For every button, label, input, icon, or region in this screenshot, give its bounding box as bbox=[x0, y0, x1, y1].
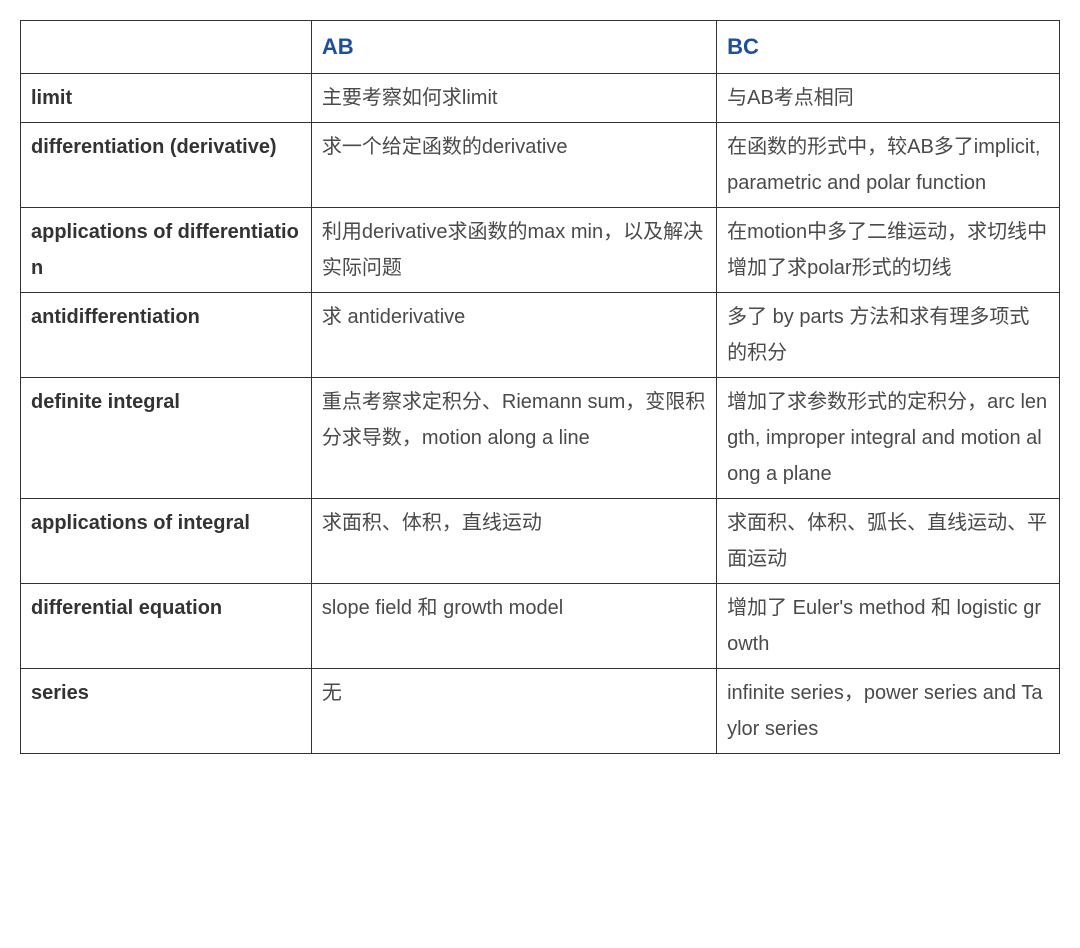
ab-cell: 求 antiderivative bbox=[311, 292, 716, 377]
table-row: applications of integral 求面积、体积，直线运动 求面积… bbox=[21, 498, 1060, 583]
bc-cell: 增加了 Euler's method 和 logistic growth bbox=[717, 583, 1060, 668]
bc-cell: 多了 by parts 方法和求有理多项式的积分 bbox=[717, 292, 1060, 377]
bc-cell: infinite series，power series and Taylor … bbox=[717, 668, 1060, 753]
ab-cell: 主要考察如何求limit bbox=[311, 73, 716, 122]
topic-cell: differentiation (derivative) bbox=[21, 122, 312, 207]
comparison-table: AB BC limit 主要考察如何求limit 与AB考点相同 differe… bbox=[20, 20, 1060, 754]
table-row: limit 主要考察如何求limit 与AB考点相同 bbox=[21, 73, 1060, 122]
table-row: series 无 infinite series，power series an… bbox=[21, 668, 1060, 753]
table-row: antidifferentiation 求 antiderivative 多了 … bbox=[21, 292, 1060, 377]
topic-cell: differential equation bbox=[21, 583, 312, 668]
topic-cell: series bbox=[21, 668, 312, 753]
table-row: definite integral 重点考察求定积分、Riemann sum，变… bbox=[21, 377, 1060, 498]
ab-cell: slope field 和 growth model bbox=[311, 583, 716, 668]
topic-cell: applications of differentiation bbox=[21, 207, 312, 292]
header-ab: AB bbox=[311, 21, 716, 74]
header-topic bbox=[21, 21, 312, 74]
bc-cell: 增加了求参数形式的定积分，arc length, improper integr… bbox=[717, 377, 1060, 498]
topic-cell: limit bbox=[21, 73, 312, 122]
topic-cell: applications of integral bbox=[21, 498, 312, 583]
topic-cell: antidifferentiation bbox=[21, 292, 312, 377]
topic-cell: definite integral bbox=[21, 377, 312, 498]
ab-cell: 重点考察求定积分、Riemann sum，变限积分求导数，motion alon… bbox=[311, 377, 716, 498]
bc-cell: 与AB考点相同 bbox=[717, 73, 1060, 122]
table-header-row: AB BC bbox=[21, 21, 1060, 74]
ab-cell: 求一个给定函数的derivative bbox=[311, 122, 716, 207]
bc-cell: 在函数的形式中，较AB多了implicit, parametric and po… bbox=[717, 122, 1060, 207]
bc-cell: 在motion中多了二维运动，求切线中增加了求polar形式的切线 bbox=[717, 207, 1060, 292]
table-row: differentiation (derivative) 求一个给定函数的der… bbox=[21, 122, 1060, 207]
ab-cell: 求面积、体积，直线运动 bbox=[311, 498, 716, 583]
table-row: applications of differentiation 利用deriva… bbox=[21, 207, 1060, 292]
header-bc: BC bbox=[717, 21, 1060, 74]
table-row: differential equation slope field 和 grow… bbox=[21, 583, 1060, 668]
ab-cell: 无 bbox=[311, 668, 716, 753]
bc-cell: 求面积、体积、弧长、直线运动、平面运动 bbox=[717, 498, 1060, 583]
ab-cell: 利用derivative求函数的max min，以及解决实际问题 bbox=[311, 207, 716, 292]
